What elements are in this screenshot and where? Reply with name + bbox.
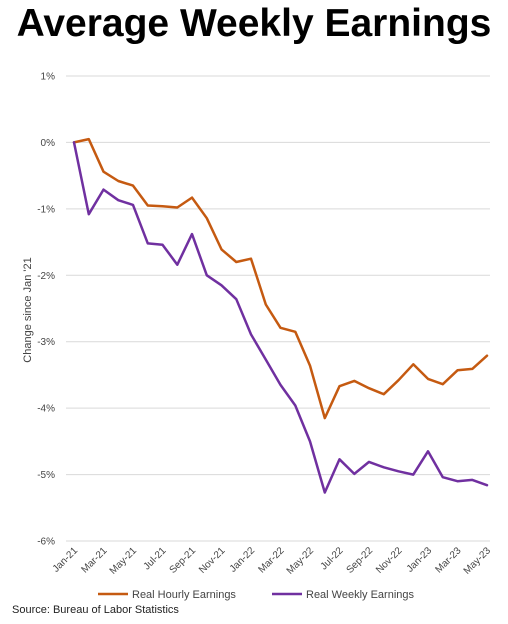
y-tick-label: -2% (37, 271, 55, 282)
x-tick-label: May-23 (462, 545, 494, 577)
y-tick-label: -3% (37, 337, 55, 348)
x-tick-label: Nov-21 (197, 545, 228, 576)
series-lines (72, 137, 489, 494)
grid-lines (66, 75, 490, 542)
y-axis-ticks: 1% 0% -1% -2% -3% -4% -5% -6% (37, 72, 55, 548)
y-tick-label: 1% (41, 72, 56, 83)
x-tick-label: Mar-23 (433, 545, 463, 575)
x-tick-label: Mar-21 (79, 545, 109, 575)
y-tick-label: -1% (37, 204, 55, 215)
x-tick-label: Mar-22 (256, 545, 286, 575)
y-tick-label: -5% (37, 470, 55, 481)
series-line (72, 137, 489, 420)
x-tick-label: Sep-22 (345, 545, 376, 576)
y-axis-label: Change since Jan '21 (22, 257, 34, 362)
legend: Real Hourly Earnings Real Weekly Earnings (98, 589, 415, 601)
x-tick-label: Jan-21 (51, 545, 81, 575)
x-tick-label: Jan-23 (405, 545, 435, 575)
series-line (72, 141, 489, 494)
x-tick-label: Jan-22 (228, 545, 258, 575)
source-note: Source: Bureau of Labor Statistics (12, 604, 179, 616)
chart-title: Average Weekly Earnings (16, 2, 492, 45)
legend-label: Real Hourly Earnings (132, 589, 236, 601)
x-tick-label: Jul-22 (319, 545, 346, 572)
x-tick-label: May-21 (108, 545, 140, 577)
x-tick-label: May-22 (285, 545, 317, 577)
y-tick-label: -4% (37, 404, 55, 415)
legend-label: Real Weekly Earnings (306, 589, 415, 601)
x-tick-label: Nov-22 (374, 545, 405, 576)
x-tick-label: Jul-21 (142, 545, 169, 572)
y-tick-label: -6% (37, 537, 55, 548)
x-tick-label: Sep-21 (168, 545, 199, 576)
y-tick-label: 0% (41, 138, 56, 149)
